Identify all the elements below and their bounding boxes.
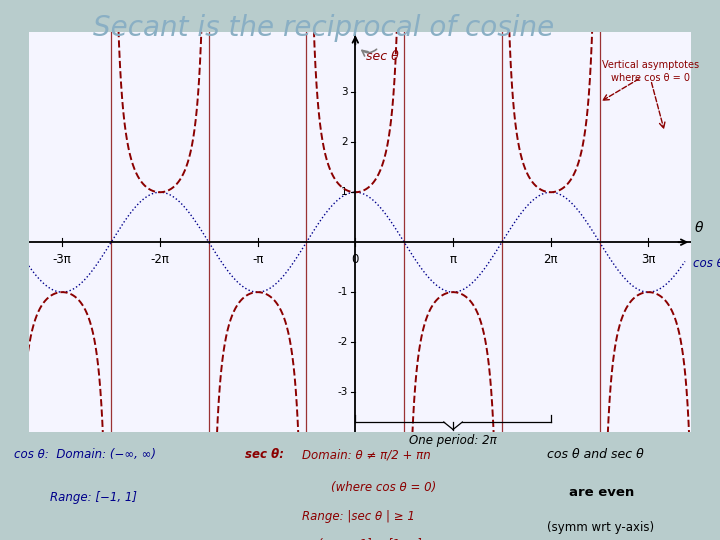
Text: or (−∞, −1] ∪ [1, ∞]: or (−∞, −1] ∪ [1, ∞] xyxy=(302,538,422,540)
Text: One period: 2π: One period: 2π xyxy=(409,435,497,448)
Text: sec θ:: sec θ: xyxy=(245,448,284,461)
Text: Domain: θ ≠ π/2 + πn: Domain: θ ≠ π/2 + πn xyxy=(302,448,431,461)
Text: sec θ: sec θ xyxy=(366,50,399,63)
Text: 3π: 3π xyxy=(642,253,656,266)
Text: Secant is the reciprocal of cosine: Secant is the reciprocal of cosine xyxy=(94,14,554,42)
Text: -1: -1 xyxy=(337,287,348,297)
Text: (where cos θ = 0): (where cos θ = 0) xyxy=(331,481,436,494)
Text: 1: 1 xyxy=(341,187,348,197)
Text: θ: θ xyxy=(694,221,703,235)
Text: -3π: -3π xyxy=(53,253,71,266)
Text: -3: -3 xyxy=(337,387,348,397)
Text: π: π xyxy=(449,253,456,266)
Text: -2: -2 xyxy=(337,337,348,347)
Text: Range: [−1, 1]: Range: [−1, 1] xyxy=(50,491,138,504)
Text: 2π: 2π xyxy=(544,253,558,266)
Text: are even: are even xyxy=(569,486,634,499)
Text: 3: 3 xyxy=(341,87,348,97)
Text: cos θ:  Domain: (−∞, ∞): cos θ: Domain: (−∞, ∞) xyxy=(14,448,156,461)
Text: cos θ and sec θ: cos θ and sec θ xyxy=(547,448,644,461)
Text: 2: 2 xyxy=(341,137,348,147)
Text: 0: 0 xyxy=(351,253,359,266)
Text: cos θ: cos θ xyxy=(693,257,720,270)
Text: Range: |sec θ | ≥ 1: Range: |sec θ | ≥ 1 xyxy=(302,510,415,523)
Text: -π: -π xyxy=(252,253,264,266)
Text: Vertical asymptotes
where cos θ = 0: Vertical asymptotes where cos θ = 0 xyxy=(602,60,699,83)
Text: -2π: -2π xyxy=(150,253,169,266)
Text: (symm wrt y-axis): (symm wrt y-axis) xyxy=(547,521,654,534)
